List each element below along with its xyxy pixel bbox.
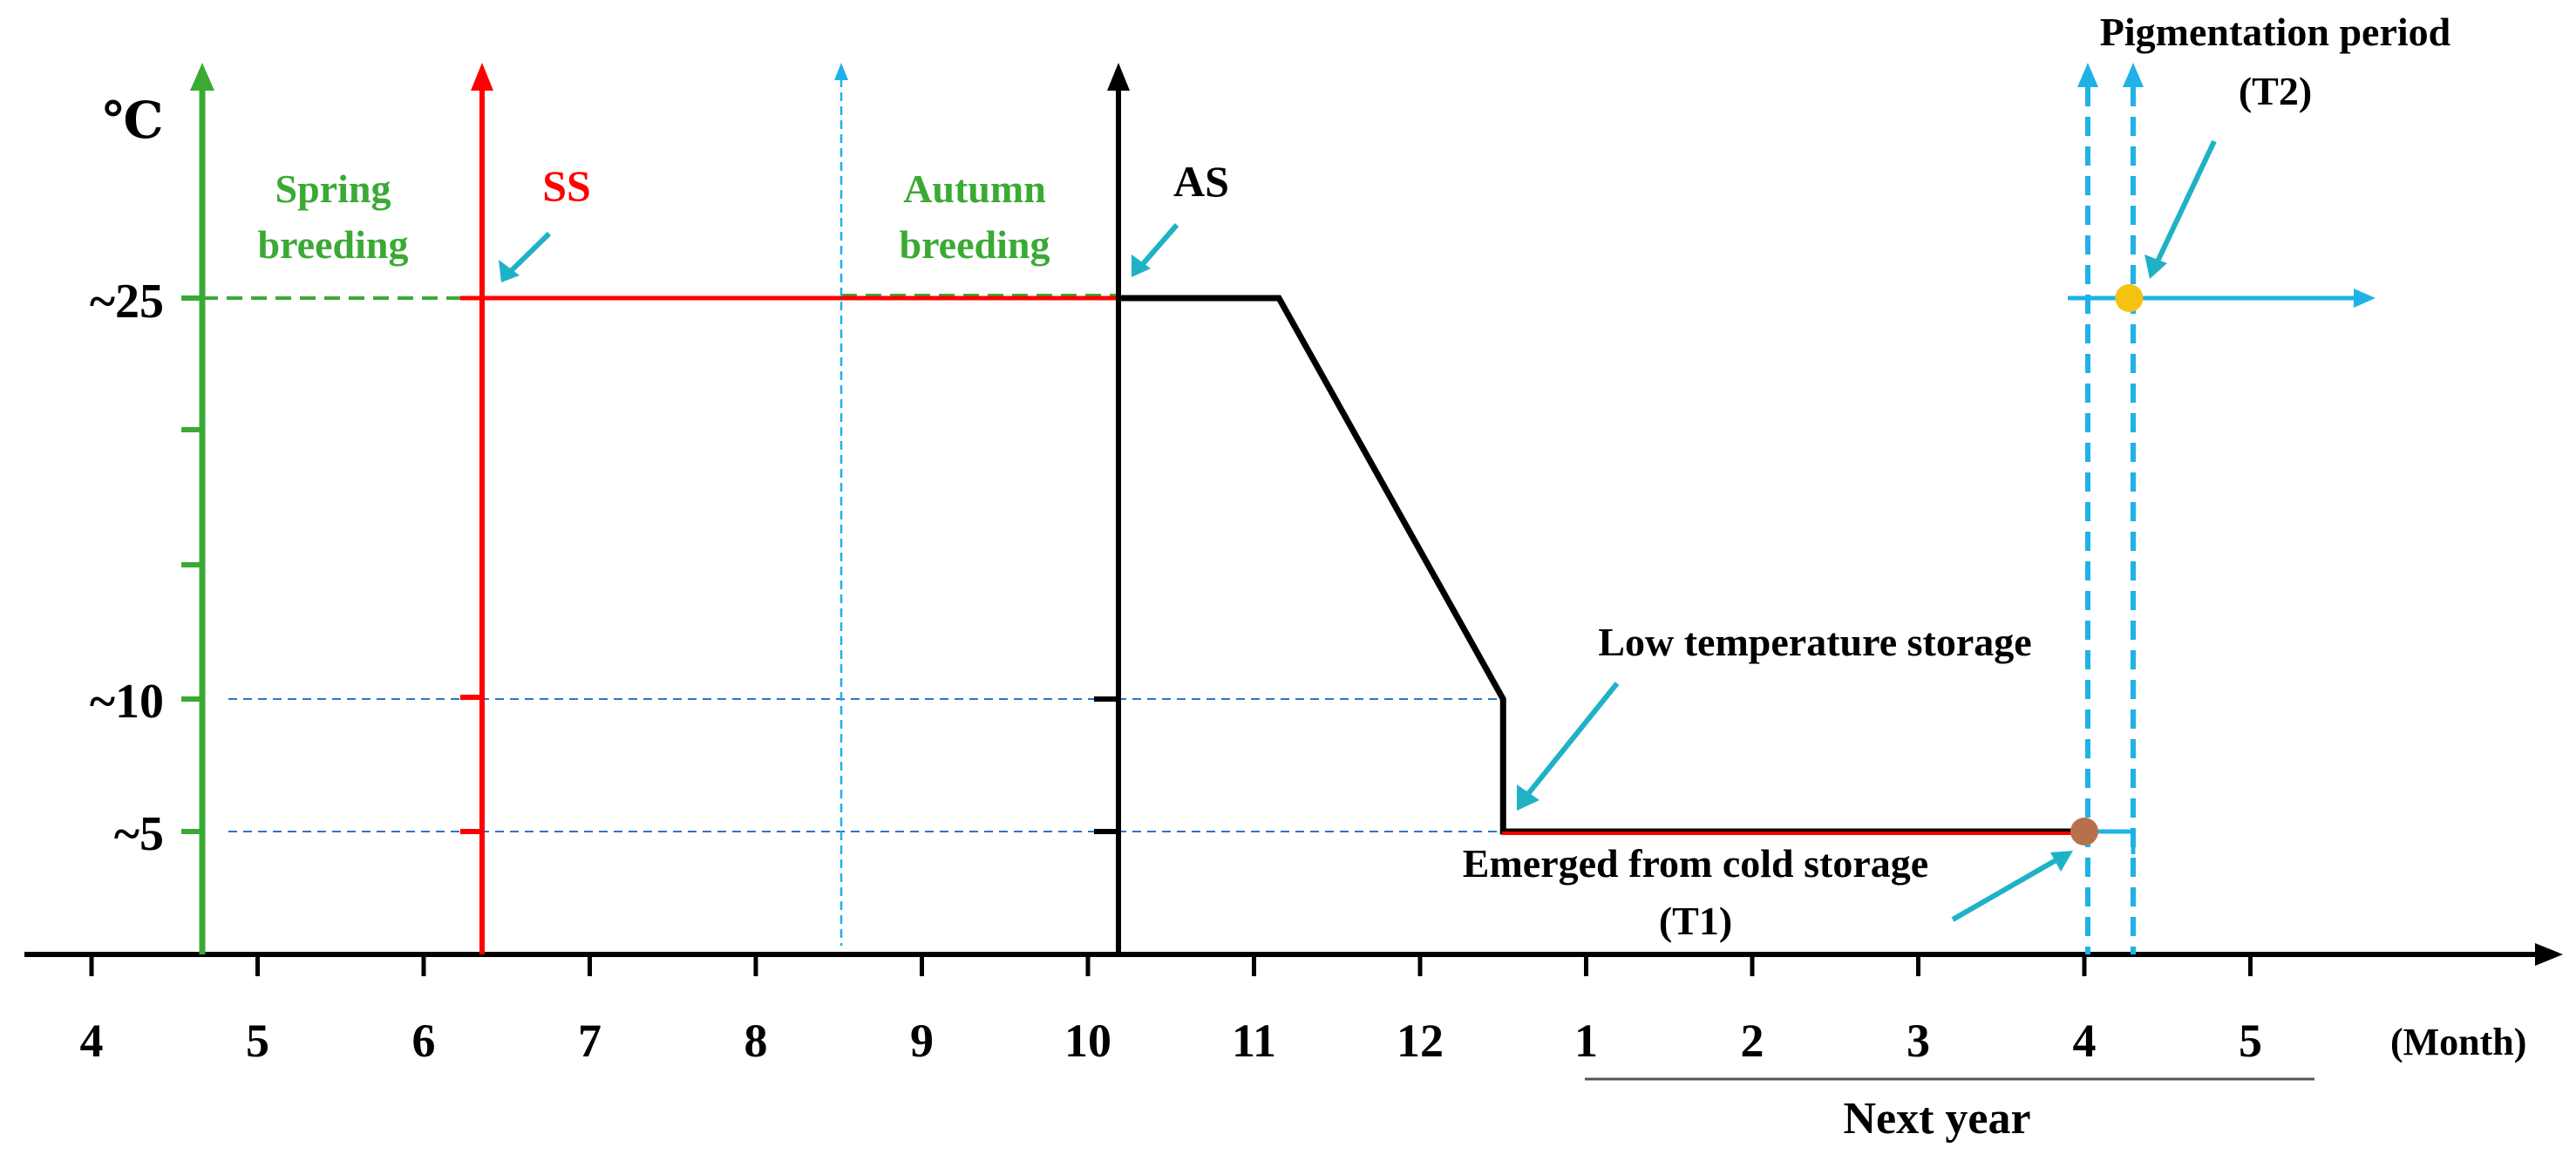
y-axis: ℃ ~25 ~10 ~5 (90, 63, 214, 954)
ss-pointer-arrowhead (499, 260, 520, 282)
ss-label: SS (542, 161, 591, 210)
y-axis-unit-label: ℃ (103, 92, 164, 149)
x-tick-label: 5 (246, 1015, 269, 1067)
x-axis-tick-labels: 4 5 6 7 8 9 10 11 12 1 2 3 4 5 (80, 1015, 2263, 1067)
autumn-breeding-marker: Autumn breeding (834, 63, 1050, 946)
pigmentation-label: Pigmentation period (2100, 10, 2451, 54)
x-tick-label: 11 (1232, 1015, 1276, 1067)
green-y-axis-arrowhead (190, 63, 214, 91)
autumn-arrowhead (834, 63, 848, 80)
next-year-label: Next year (1843, 1094, 2030, 1144)
x-tick-label: 4 (2073, 1015, 2097, 1067)
emerged-label: (T1) (1659, 899, 1732, 943)
x-axis-arrowhead (2535, 943, 2563, 966)
x-tick-label: 4 (80, 1015, 104, 1067)
y-tick-label-10: ~10 (90, 675, 164, 729)
t1-dashed-arrowhead (2077, 63, 2098, 87)
pigmentation-marker: Pigmentation period (T2) (2068, 10, 2451, 954)
emerged-pointer-arrow (1951, 857, 2059, 922)
low-temperature-storage-label: Low temperature storage (1598, 620, 2031, 664)
y-tick-label-5: ~5 (114, 807, 164, 861)
autumn-breeding-label: breeding (900, 222, 1050, 267)
x-tick-label: 8 (744, 1015, 768, 1067)
x-axis-unit-label: (Month) (2390, 1021, 2526, 1063)
x-axis-ticks (89, 954, 2253, 976)
time-points (2070, 284, 2144, 845)
x-tick-label: 5 (2239, 1015, 2262, 1067)
x-tick-label: 7 (578, 1015, 602, 1067)
low-temp-pointer-arrowhead (1517, 784, 1539, 811)
x-tick-label: 3 (1907, 1015, 1930, 1067)
as-marker: AS (1094, 63, 1229, 954)
x-tick-label: 1 (1574, 1015, 1598, 1067)
temperature-series (1121, 295, 2084, 835)
as-pointer-arrowhead (1132, 255, 1151, 277)
emerged-label: Emerged from cold storage (1463, 841, 1928, 886)
spring-breeding-label: Spring (275, 166, 391, 211)
ss-pointer-arrow (507, 231, 552, 275)
t2-dashed-arrowhead (2123, 63, 2144, 87)
ss-arrowhead (471, 63, 493, 91)
temperature-curve (1121, 295, 2084, 835)
as-pointer-arrow (1139, 223, 1179, 267)
pigmentation-pointer-arrowhead (2144, 255, 2167, 279)
x-tick-label: 9 (910, 1015, 934, 1067)
y-tick-label-25: ~25 (90, 275, 164, 329)
pigmentation-label: (T2) (2239, 69, 2312, 113)
t2-horizontal-arrowhead (2354, 289, 2375, 308)
guides (202, 294, 1502, 832)
x-tick-label: 6 (412, 1015, 436, 1067)
point-t2 (2115, 284, 2144, 312)
autumn-breeding-label: Autumn (903, 166, 1046, 211)
low-temp-pointer-arrow (1525, 682, 1620, 797)
x-tick-label: 10 (1064, 1015, 1111, 1067)
as-arrowhead (1107, 63, 1130, 91)
emerged-pointer-arrowhead (2050, 851, 2073, 872)
as-label: AS (1173, 157, 1229, 206)
x-tick-label: 12 (1397, 1015, 1444, 1067)
ss-marker: SS (460, 63, 1118, 954)
x-axis: 4 5 6 7 8 9 10 11 12 1 2 3 4 5 (Month) Next year (24, 943, 2563, 1144)
x-tick-label: 2 (1741, 1015, 1764, 1067)
spring-breeding-label: breeding (258, 222, 409, 267)
point-t1 (2070, 818, 2098, 845)
pigmentation-pointer-arrow (2154, 139, 2217, 265)
y-axis-ticks (181, 295, 202, 834)
